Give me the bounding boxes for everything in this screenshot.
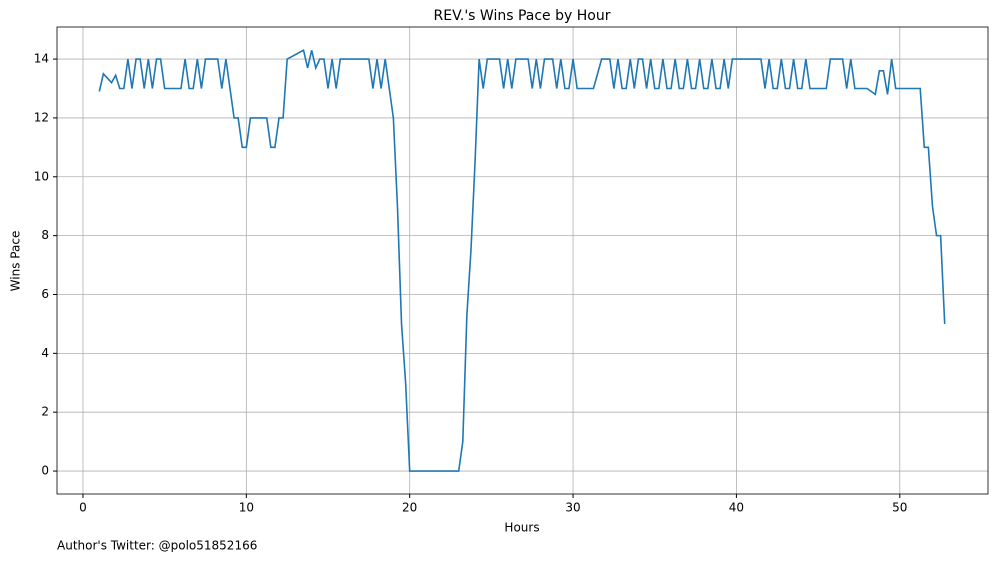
plot-frame	[56, 26, 989, 495]
data-line	[98, 49, 946, 472]
x-tick-label: 40	[729, 501, 744, 515]
y-tick-label: 12	[34, 110, 49, 124]
x-axis-label: Hours	[504, 521, 539, 535]
y-tick-label: 8	[41, 228, 49, 242]
x-tick-label: 50	[892, 501, 907, 515]
y-tick-label: 14	[34, 52, 49, 66]
x-tick-label: 10	[239, 501, 254, 515]
y-tick-label: 10	[34, 169, 49, 183]
y-tick-label: 4	[41, 346, 49, 360]
x-tick-label: 20	[402, 501, 417, 515]
y-tick-label: 0	[41, 464, 49, 478]
x-tick-label: 0	[79, 501, 87, 515]
chart-title: REV.'s Wins Pace by Hour	[434, 8, 611, 24]
y-tick-label: 6	[41, 287, 49, 301]
annotation: Author's Twitter: @polo51852166	[57, 539, 257, 553]
y-axis-label: Wins Pace	[9, 231, 23, 292]
x-tick-label: 30	[565, 501, 580, 515]
y-tick-label: 2	[41, 405, 49, 419]
